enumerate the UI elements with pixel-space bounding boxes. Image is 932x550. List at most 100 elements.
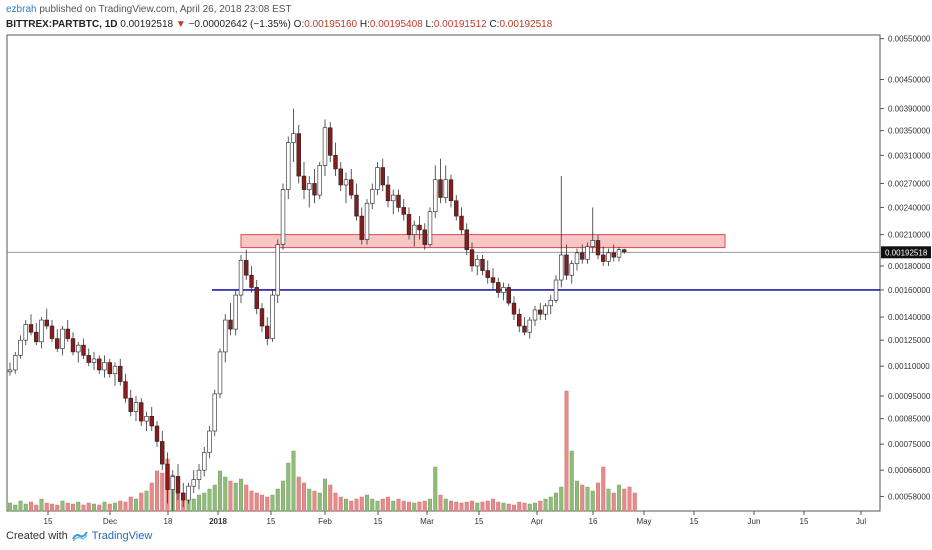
candle-body <box>559 254 564 281</box>
candle-body <box>202 452 207 471</box>
candle <box>18 335 23 359</box>
candle-body <box>249 274 254 288</box>
volume-bar <box>470 500 475 512</box>
candle-body <box>548 300 553 307</box>
volume-bar <box>228 480 233 512</box>
volume-bar <box>50 503 55 512</box>
candle <box>244 249 249 281</box>
volume-bar <box>139 492 144 512</box>
volume-bar <box>380 498 385 512</box>
candle-body <box>55 338 60 349</box>
candle <box>475 254 480 276</box>
candle-body <box>65 328 70 339</box>
volume-bar <box>123 501 128 512</box>
volume-bar <box>575 480 580 512</box>
candle-body <box>580 252 585 260</box>
volume-bar <box>617 484 622 512</box>
candle <box>107 358 112 378</box>
candle-body <box>60 328 65 349</box>
last-price-tag: 0.00192518 <box>881 246 931 259</box>
y-tick-label: 0.00160000 <box>888 286 931 295</box>
candle <box>223 314 228 363</box>
chart-header: ezbrah published on TradingView.com, Apr… <box>6 3 552 31</box>
candle <box>548 295 553 315</box>
candle <box>249 265 254 293</box>
volume-bar <box>564 390 569 512</box>
candle <box>485 260 490 284</box>
y-tick-label: 0.00210000 <box>888 231 931 240</box>
created-with-text: Created with <box>6 530 68 542</box>
candle-body <box>480 259 485 271</box>
candle-body <box>154 425 160 442</box>
candle <box>338 162 343 192</box>
volume-bar <box>338 496 343 512</box>
volume-bar <box>580 484 585 512</box>
candle-body <box>595 240 601 256</box>
volume-bar <box>496 501 501 512</box>
volume-bar <box>202 492 207 512</box>
candle <box>301 162 307 200</box>
candle <box>375 162 380 196</box>
volume-bar <box>207 488 212 512</box>
tradingview-brand[interactable]: TradingView <box>91 530 153 542</box>
candle-body <box>433 179 438 213</box>
candle <box>443 165 448 204</box>
x-tick-label: Jul <box>856 517 866 526</box>
candle-body <box>76 344 81 353</box>
open-label: O: <box>293 19 305 30</box>
volume-bar <box>349 500 354 512</box>
candle <box>238 254 244 304</box>
volume-bar <box>302 482 307 512</box>
volume-bar <box>501 502 506 512</box>
candle-body <box>28 324 34 333</box>
candle-body <box>517 313 522 327</box>
price-chart[interactable]: 0.00550000 0.00450000 0.00390000 0.00350000… <box>0 0 932 530</box>
candle <box>165 452 170 504</box>
candle <box>417 216 422 240</box>
candle-body <box>186 485 191 501</box>
candle-body <box>506 287 511 304</box>
candle <box>359 207 364 245</box>
candle <box>202 446 207 477</box>
volume-bar <box>559 486 564 512</box>
volume-bar <box>569 450 574 512</box>
candle <box>427 207 433 247</box>
candle-body <box>270 294 275 339</box>
candle-body <box>427 211 433 245</box>
candle <box>23 320 28 346</box>
volume-bar <box>97 504 102 512</box>
candle <box>391 189 396 215</box>
candle <box>280 183 286 250</box>
author-link[interactable]: ezbrah <box>6 4 37 15</box>
candle-body <box>622 249 627 253</box>
candle <box>102 355 107 378</box>
candle <box>144 411 149 432</box>
y-tick-label: 0.00075000 <box>888 440 931 449</box>
candle-body <box>616 249 622 258</box>
candle-body <box>553 279 559 301</box>
volume-bar <box>296 476 301 512</box>
candle-body <box>296 133 301 177</box>
volume-bar <box>512 504 517 512</box>
candle-body <box>81 344 86 356</box>
candle <box>81 338 86 359</box>
x-tick-label: 15 <box>44 517 53 526</box>
volume-bar <box>238 478 243 512</box>
volume-bar <box>454 501 459 512</box>
candle <box>454 195 459 221</box>
candle <box>291 108 296 163</box>
candle-body <box>86 355 91 363</box>
candle <box>149 407 154 432</box>
candle <box>412 220 417 247</box>
candle <box>60 326 65 356</box>
candle <box>28 314 34 336</box>
x-tick-label: Feb <box>318 517 332 526</box>
down-arrow-icon: ▼ <box>175 19 186 30</box>
candle <box>228 303 233 336</box>
candle <box>44 308 49 330</box>
candle <box>590 207 595 253</box>
x-axis: 15 Dec 18 2018 15 Feb 15 Mar 15 Apr 16 May 15 Jun 15 Ju… <box>44 511 866 526</box>
volume-bar <box>522 502 527 512</box>
candle-body <box>196 469 202 480</box>
candle <box>307 176 312 208</box>
